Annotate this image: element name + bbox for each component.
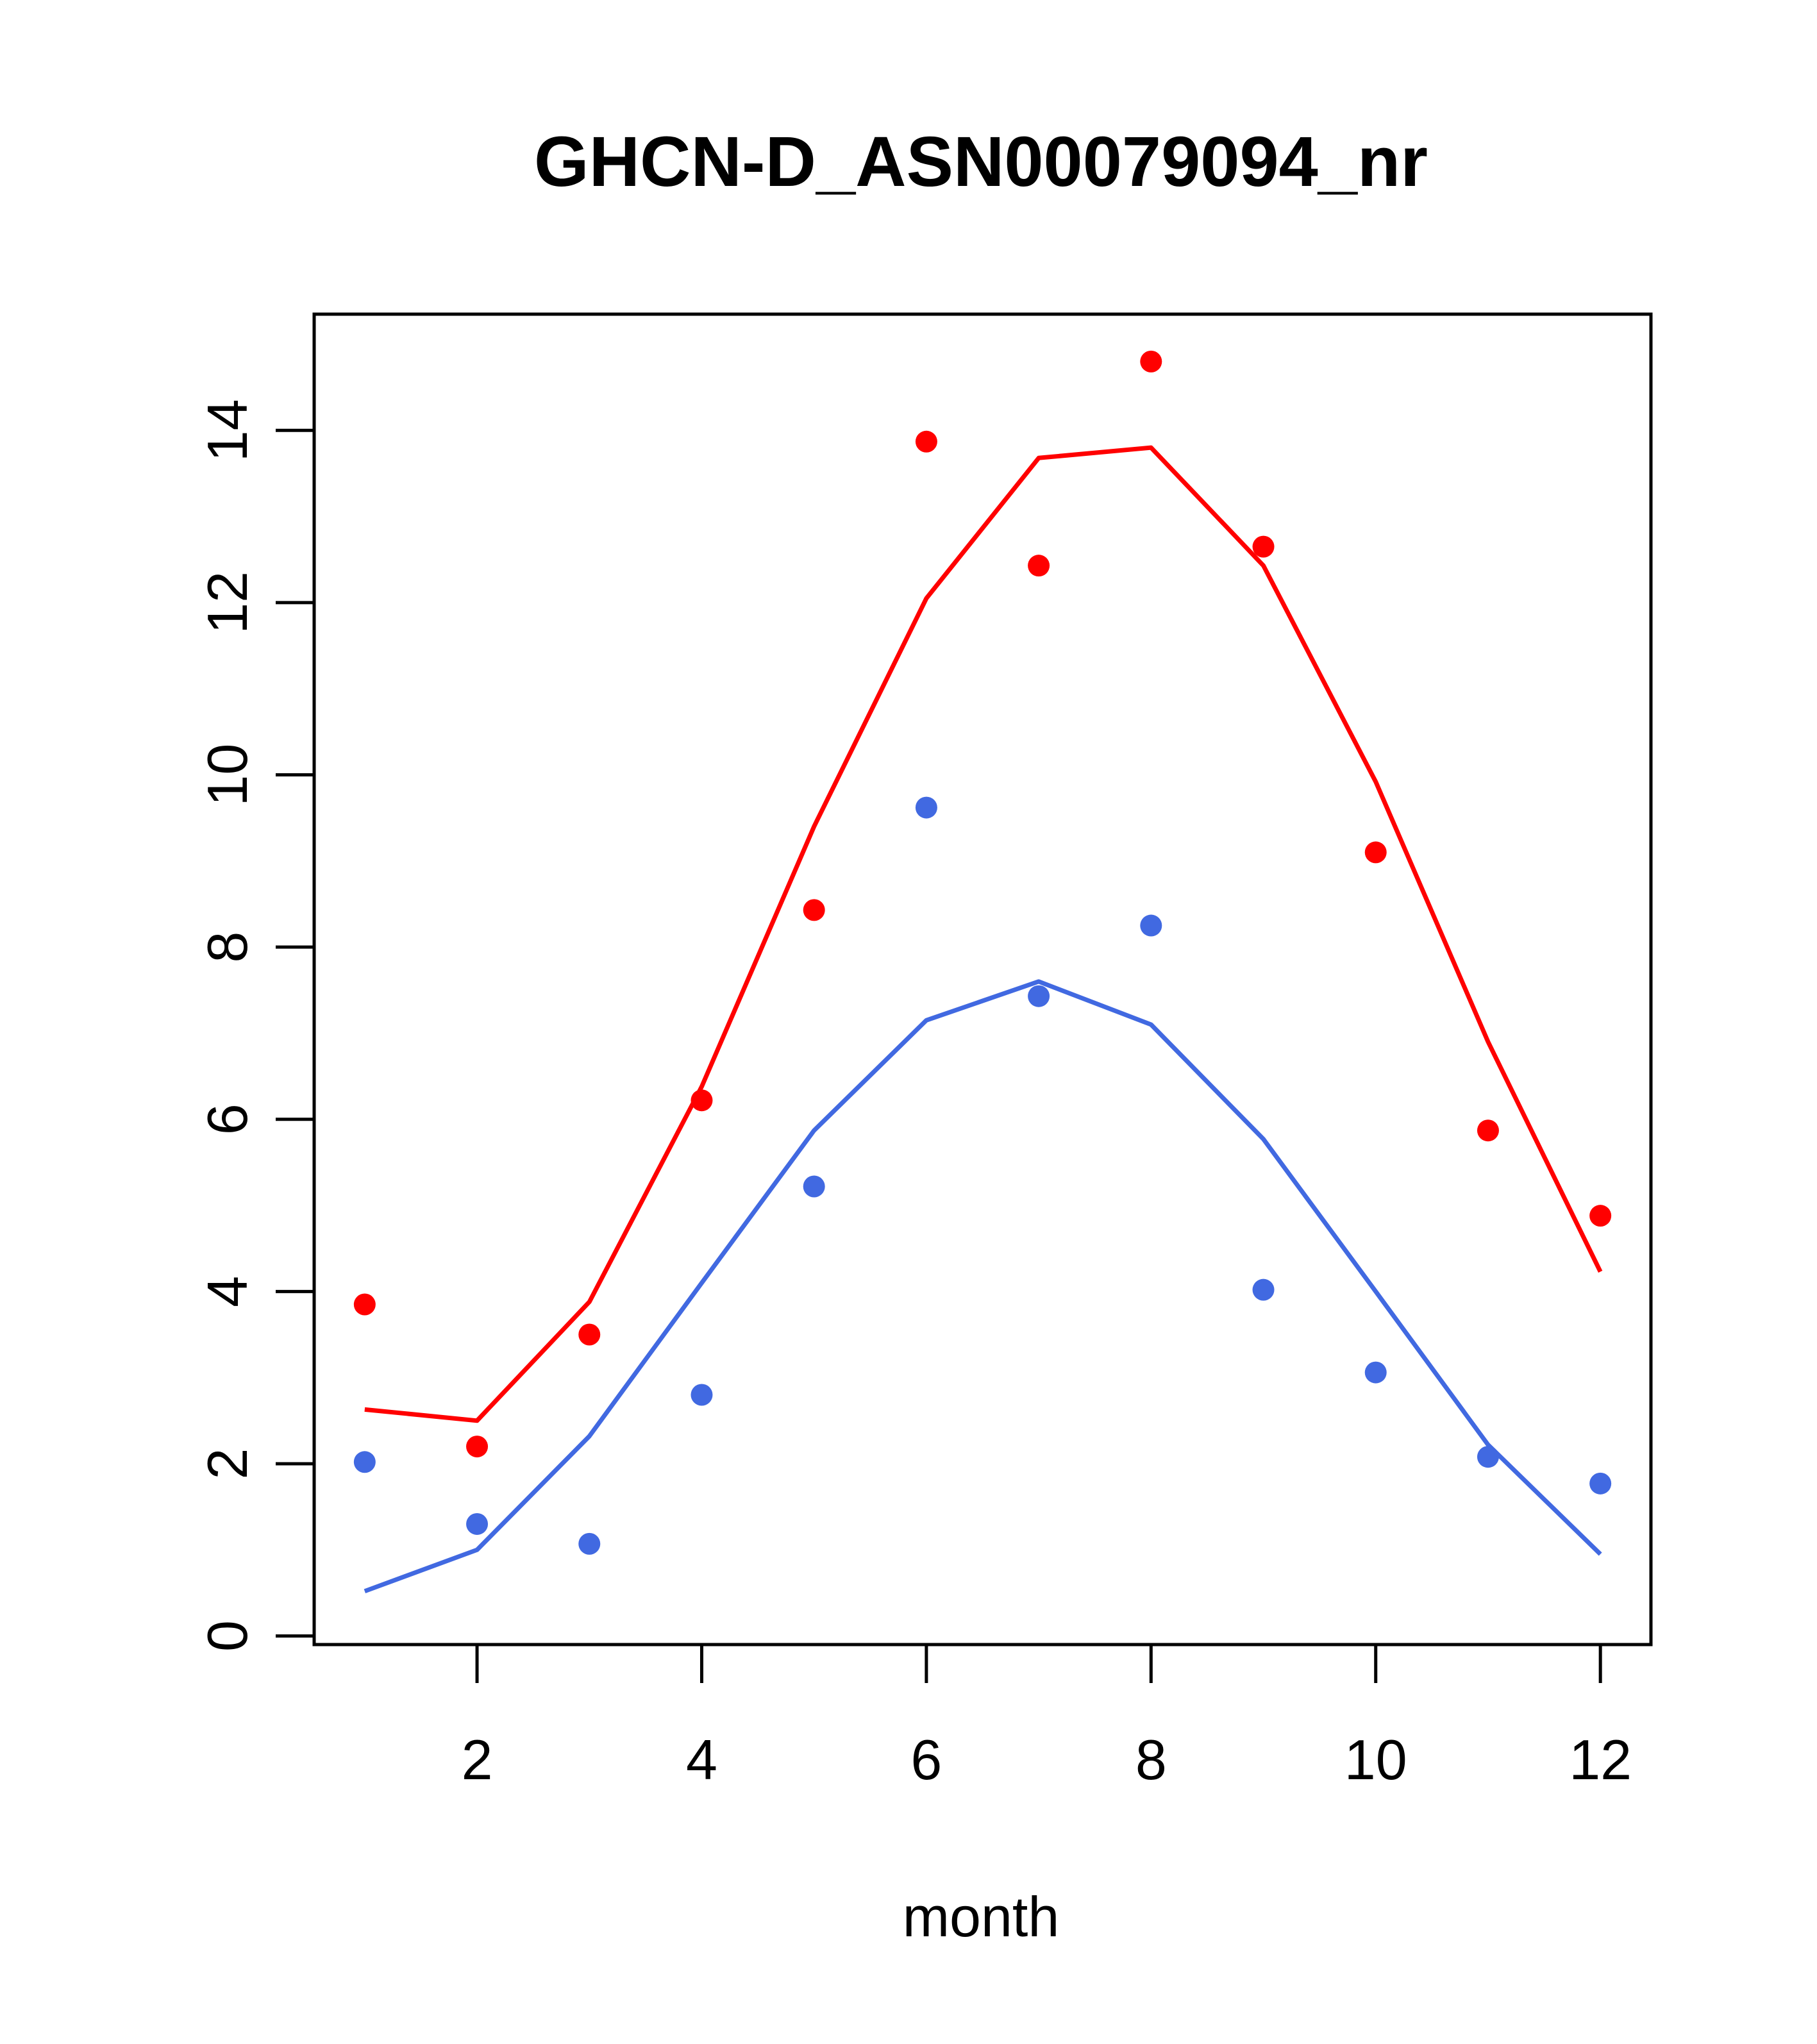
data-point (1140, 350, 1162, 373)
data-point (466, 1436, 489, 1458)
x-tick-label: 12 (1569, 1728, 1632, 1791)
data-point (1477, 1119, 1499, 1142)
x-axis-title: month (903, 1885, 1060, 1948)
data-point (915, 430, 937, 453)
x-tick-label: 6 (910, 1728, 942, 1791)
data-point (1364, 1361, 1387, 1384)
x-axis: 2 4 6 8 10 12 (462, 1643, 1632, 1791)
data-point (1140, 914, 1162, 937)
y-tick-label: 2 (196, 1448, 259, 1479)
y-tick-label: 10 (196, 744, 259, 807)
data-point (915, 796, 937, 819)
data-point (1252, 535, 1275, 558)
data-point (1589, 1472, 1612, 1495)
x-tick-label: 4 (686, 1728, 717, 1791)
data-point (353, 1451, 376, 1473)
x-tick-label: 10 (1344, 1728, 1407, 1791)
data-point (1028, 985, 1050, 1007)
data-point (578, 1323, 601, 1346)
series-line (364, 979, 1602, 1594)
x-tick-label: 2 (462, 1728, 493, 1791)
series-layer (353, 350, 1612, 1594)
data-point (1364, 841, 1387, 864)
series-line (364, 445, 1603, 1423)
data-point (1589, 1205, 1612, 1227)
data-point (803, 899, 825, 921)
data-point (466, 1512, 489, 1535)
data-point (1028, 555, 1050, 577)
y-tick-label: 6 (196, 1103, 259, 1135)
y-tick-label: 8 (196, 932, 259, 963)
chart-title: GHCN-D_ASN00079094_nr (534, 122, 1428, 201)
y-tick-label: 14 (196, 399, 259, 462)
data-point (353, 1293, 376, 1316)
data-point (1252, 1278, 1275, 1301)
plot-frame (312, 312, 1653, 1646)
x-tick-label: 8 (1135, 1728, 1167, 1791)
data-point (578, 1532, 601, 1555)
data-point (803, 1175, 825, 1198)
data-point (691, 1384, 713, 1406)
y-axis: 0 2 4 6 8 10 12 14 (196, 399, 316, 1652)
y-tick-label: 4 (196, 1276, 259, 1307)
y-tick-label: 12 (196, 571, 259, 634)
y-tick-label: 0 (196, 1620, 259, 1652)
